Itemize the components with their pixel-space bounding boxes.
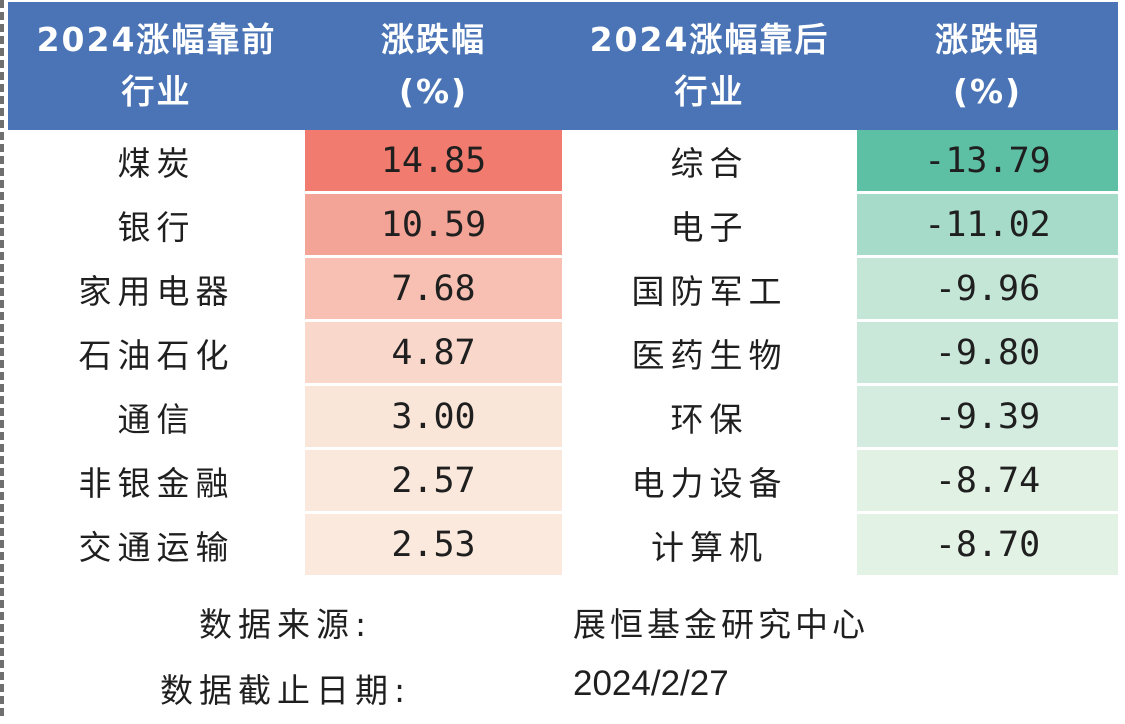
table-row: 石油石化 4.87 医药生物 -9.80 [8, 320, 1118, 386]
header-top-industry-line2: 行业 [121, 72, 192, 111]
top-industry-change: 7.68 [305, 256, 562, 322]
table-body: 煤炭 14.85 综合 -13.79 银行 10.59 电子 -11.02 家用… [8, 130, 1118, 578]
top-industry-name: 交通运输 [8, 512, 305, 578]
bottom-industry-change: -8.70 [857, 512, 1118, 578]
bottom-industry-name: 电子 [562, 192, 857, 258]
ranking-table-container: 2024涨幅靠前 行业 涨跌幅 (%) 2024涨幅靠后 行业 涨跌幅 (%) [8, 0, 1120, 720]
table-row: 煤炭 14.85 综合 -13.79 [8, 130, 1118, 194]
bottom-industry-name: 综合 [562, 130, 857, 194]
table-row: 非银金融 2.57 电力设备 -8.74 [8, 448, 1118, 514]
top-industry-name: 通信 [8, 384, 305, 450]
left-dashed-border [0, 0, 4, 720]
top-industry-change: 3.00 [305, 384, 562, 450]
header-top-change: 涨跌幅 (%) [305, 2, 562, 130]
industry-ranking-table: 2024涨幅靠前 行业 涨跌幅 (%) 2024涨幅靠后 行业 涨跌幅 (%) [8, 2, 1118, 578]
top-industry-change: 10.59 [305, 192, 562, 258]
top-industry-name: 煤炭 [8, 130, 305, 194]
header-bottom-industry-line1: 2024涨幅靠后 [589, 20, 830, 59]
header-bottom-change-line2: (%) [952, 72, 1023, 111]
data-source-label: 数据来源: [198, 605, 373, 644]
data-source-row: 数据来源: 展恒基金研究中心 [8, 598, 1118, 658]
header-top-change-line1: 涨跌幅 [381, 20, 486, 59]
header-top-industry-line1: 2024涨幅靠前 [36, 20, 277, 59]
top-industry-change: 2.57 [305, 448, 562, 514]
top-industry-name: 家用电器 [8, 256, 305, 322]
table-row: 银行 10.59 电子 -11.02 [8, 192, 1118, 258]
cutoff-date-value: 2024/2/27 [573, 664, 729, 703]
top-industry-name: 银行 [8, 192, 305, 258]
bottom-industry-name: 电力设备 [562, 448, 857, 514]
bottom-industry-change: -11.02 [857, 192, 1118, 258]
header-top-change-line2: (%) [398, 72, 469, 111]
top-industry-change: 14.85 [305, 130, 562, 194]
bottom-industry-name: 计算机 [562, 512, 857, 578]
top-industry-name: 非银金融 [8, 448, 305, 514]
bottom-industry-change: -13.79 [857, 130, 1118, 194]
bottom-industry-change: -8.74 [857, 448, 1118, 514]
bottom-industry-change: -9.39 [857, 384, 1118, 450]
table-row: 交通运输 2.53 计算机 -8.70 [8, 512, 1118, 578]
top-industry-name: 石油石化 [8, 320, 305, 386]
bottom-industry-name: 医药生物 [562, 320, 857, 386]
header-bottom-industry: 2024涨幅靠后 行业 [562, 2, 857, 130]
header-bottom-change-line1: 涨跌幅 [935, 20, 1040, 59]
bottom-industry-change: -9.96 [857, 256, 1118, 322]
bottom-industry-name: 环保 [562, 384, 857, 450]
cutoff-date-row: 数据截止日期: 2024/2/27 [8, 664, 1118, 724]
header-bottom-change: 涨跌幅 (%) [857, 2, 1118, 130]
header-top-industry: 2024涨幅靠前 行业 [8, 2, 305, 130]
header-bottom-industry-line2: 行业 [674, 72, 745, 111]
data-source-value: 展恒基金研究中心 [573, 605, 869, 644]
cutoff-date-label: 数据截止日期: [159, 671, 412, 710]
bottom-industry-name: 国防军工 [562, 256, 857, 322]
table-row: 家用电器 7.68 国防军工 -9.96 [8, 256, 1118, 322]
top-industry-change: 4.87 [305, 320, 562, 386]
table-row: 通信 3.00 环保 -9.39 [8, 384, 1118, 450]
table-header-row: 2024涨幅靠前 行业 涨跌幅 (%) 2024涨幅靠后 行业 涨跌幅 (%) [8, 2, 1118, 130]
bottom-industry-change: -9.80 [857, 320, 1118, 386]
top-industry-change: 2.53 [305, 512, 562, 578]
